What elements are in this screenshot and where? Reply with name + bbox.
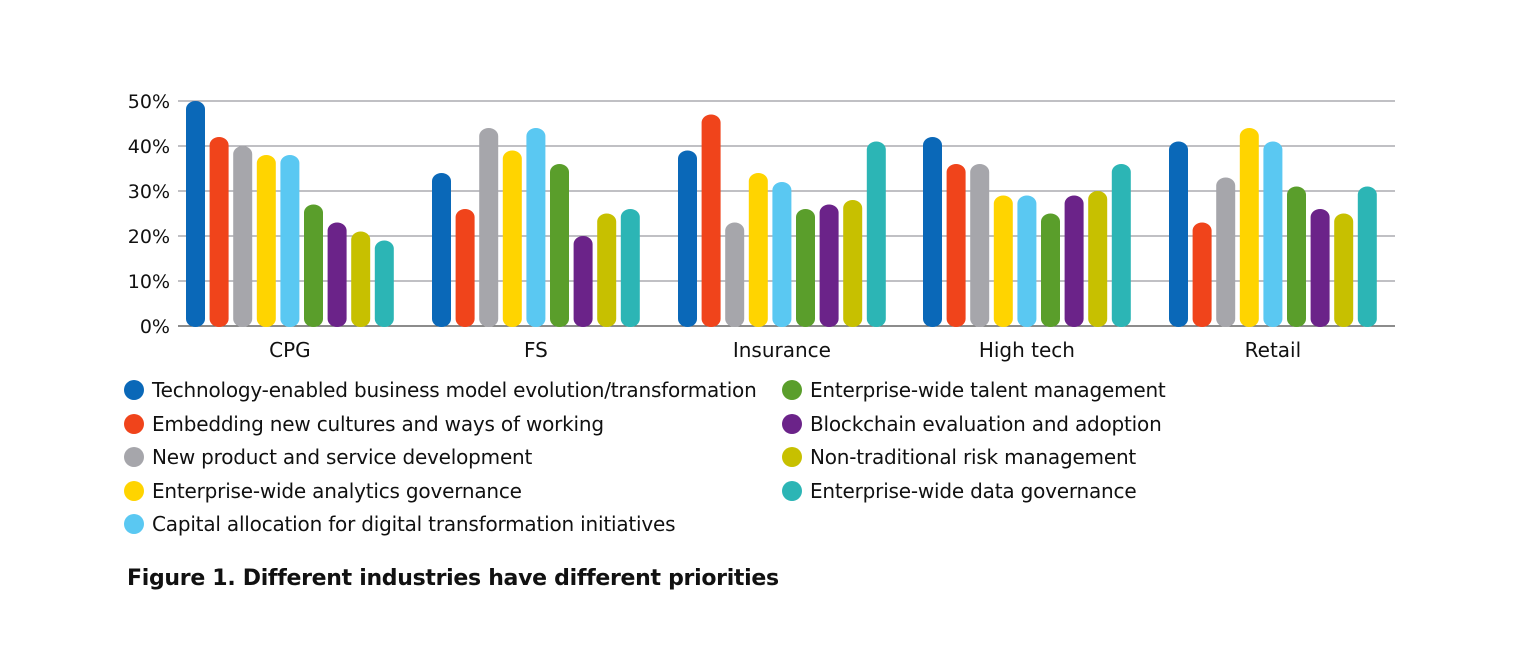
bar <box>186 101 205 327</box>
legend-label: Blockchain evaluation and adoption <box>810 411 1162 436</box>
legend-item: New product and service development <box>124 445 532 469</box>
bar <box>327 222 347 327</box>
bar <box>351 231 371 327</box>
legend-item: Embedding new cultures and ways of worki… <box>124 412 604 436</box>
legend-swatch <box>782 413 802 434</box>
bar <box>304 204 323 327</box>
legend-label: Enterprise-wide talent management <box>810 378 1166 402</box>
category-label: Insurance <box>733 338 831 362</box>
bar <box>1310 209 1330 327</box>
bar <box>970 164 990 327</box>
category-label: High tech <box>979 338 1075 362</box>
y-axis-ticks: 0% 10% 20% 30% 40% 50% <box>128 91 170 338</box>
legend-swatch <box>782 447 802 467</box>
legend-swatch <box>124 447 144 467</box>
legend-label: Capital allocation for digital transform… <box>152 512 676 536</box>
bar <box>597 213 617 327</box>
bar <box>374 240 394 327</box>
bar <box>1017 195 1037 327</box>
bar <box>1064 195 1084 327</box>
legend-swatch <box>124 413 144 434</box>
bar <box>1216 177 1236 327</box>
y-tick-label: 0% <box>140 316 170 338</box>
legend-item: Technology-enabled business model evolut… <box>124 378 757 402</box>
bar <box>479 128 499 327</box>
legend-swatch <box>782 480 802 501</box>
x-axis-categories: CPG FS Insurance High tech Retail <box>269 338 1301 362</box>
bar <box>620 209 640 327</box>
bar <box>1357 186 1377 327</box>
bar <box>1263 141 1283 327</box>
bar <box>209 137 229 327</box>
bar <box>1088 191 1108 327</box>
bar <box>1041 213 1060 327</box>
legend-label: Enterprise-wide analytics governance <box>152 478 522 503</box>
bar <box>866 141 886 327</box>
bar <box>256 155 276 327</box>
legend-label: New product and service development <box>152 445 533 469</box>
bar <box>725 222 745 327</box>
bar <box>923 137 942 327</box>
legend-swatch <box>124 480 144 501</box>
bar <box>678 150 697 327</box>
legend-item: Enterprise-wide talent management <box>782 378 1166 402</box>
legend-swatch <box>782 380 802 400</box>
category-label: CPG <box>269 338 311 362</box>
bar <box>550 164 569 327</box>
legend-item: Enterprise-wide analytics governance <box>124 479 522 503</box>
bar <box>1169 141 1188 327</box>
bar <box>946 164 966 327</box>
bar <box>233 146 253 327</box>
bar <box>772 182 792 327</box>
legend-item: Capital allocation for digital transform… <box>124 512 676 536</box>
y-tick-label: 20% <box>128 226 170 248</box>
legend-item: Enterprise-wide data governance <box>782 478 1137 503</box>
bar <box>573 236 593 327</box>
bar <box>1287 186 1306 327</box>
figure-caption: Figure 1. Different industries have diff… <box>127 566 779 591</box>
bar <box>455 209 475 327</box>
legend-swatch <box>124 380 144 400</box>
y-tick-label: 30% <box>128 181 170 203</box>
bar <box>502 150 522 327</box>
bar <box>432 173 451 327</box>
bars <box>186 101 1377 327</box>
y-tick-label: 40% <box>128 136 170 158</box>
bar <box>993 195 1013 327</box>
bar <box>1192 222 1212 327</box>
legend-label: Embedding new cultures and ways of worki… <box>152 411 604 436</box>
legend-item: Blockchain evaluation and adoption <box>782 412 1162 436</box>
bar <box>748 173 768 327</box>
bar <box>280 155 300 327</box>
category-label: FS <box>524 338 548 362</box>
bar <box>1239 128 1259 327</box>
bar <box>796 209 815 327</box>
legend-label: Enterprise-wide data governance <box>810 478 1137 503</box>
legend-swatch <box>124 514 144 534</box>
bar <box>526 128 546 327</box>
y-tick-label: 10% <box>128 271 170 293</box>
legend-item: Non-traditional risk management <box>782 445 1136 469</box>
bar <box>701 114 721 327</box>
bar <box>843 200 863 327</box>
y-tick-label: 50% <box>128 91 170 113</box>
bar <box>1334 213 1354 327</box>
bar <box>819 204 839 327</box>
legend-label: Technology-enabled business model evolut… <box>152 378 757 402</box>
legend: Technology-enabled business model evolut… <box>124 378 1324 538</box>
category-label: Retail <box>1245 338 1302 362</box>
legend-label: Non-traditional risk management <box>810 445 1137 469</box>
bar <box>1111 164 1131 327</box>
